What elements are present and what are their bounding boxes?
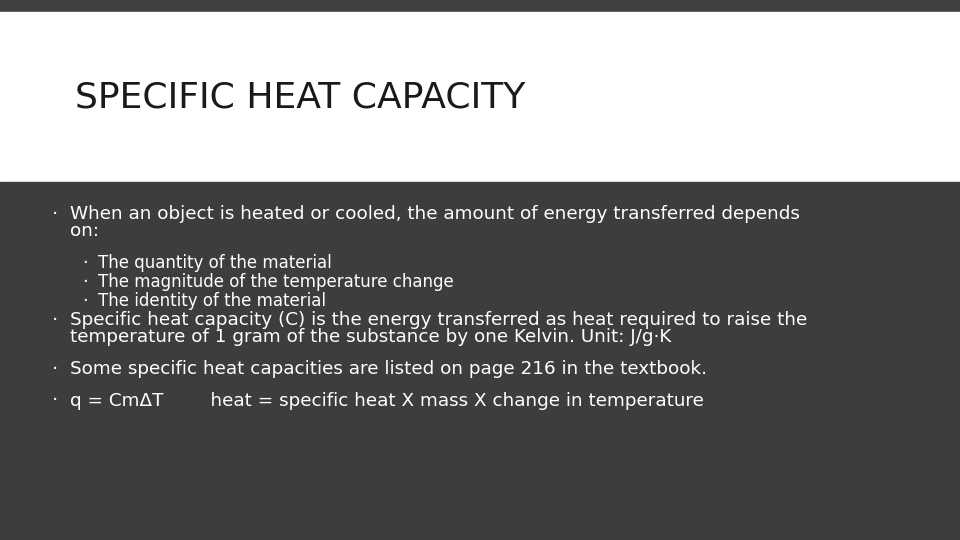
Text: Specific heat capacity (C) is the energy transferred as heat required to raise t: Specific heat capacity (C) is the energy… (70, 311, 807, 329)
Text: ·: · (52, 205, 59, 224)
Text: on:: on: (70, 222, 99, 240)
Text: ·: · (82, 292, 87, 310)
Text: When an object is heated or cooled, the amount of energy transferred depends: When an object is heated or cooled, the … (70, 205, 800, 223)
Text: SPECIFIC HEAT CAPACITY: SPECIFIC HEAT CAPACITY (75, 80, 525, 114)
Text: temperature of 1 gram of the substance by one Kelvin. Unit: J/g·K: temperature of 1 gram of the substance b… (70, 328, 671, 347)
Text: ·: · (52, 311, 59, 330)
Bar (0, 182, 960, 540)
Bar (0, 0, 960, 12)
Text: Some specific heat capacities are listed on page 216 in the textbook.: Some specific heat capacities are listed… (70, 360, 707, 378)
Bar (0, 12, 960, 182)
Text: The identity of the material: The identity of the material (98, 292, 326, 310)
Text: ·: · (82, 254, 87, 272)
Text: The magnitude of the temperature change: The magnitude of the temperature change (98, 273, 454, 291)
Text: The quantity of the material: The quantity of the material (98, 254, 332, 272)
Text: ·: · (52, 360, 59, 379)
Text: q = CmΔT        heat = specific heat X mass X change in temperature: q = CmΔT heat = specific heat X mass X c… (70, 392, 704, 409)
Text: ·: · (52, 392, 59, 410)
Text: ·: · (82, 273, 87, 291)
